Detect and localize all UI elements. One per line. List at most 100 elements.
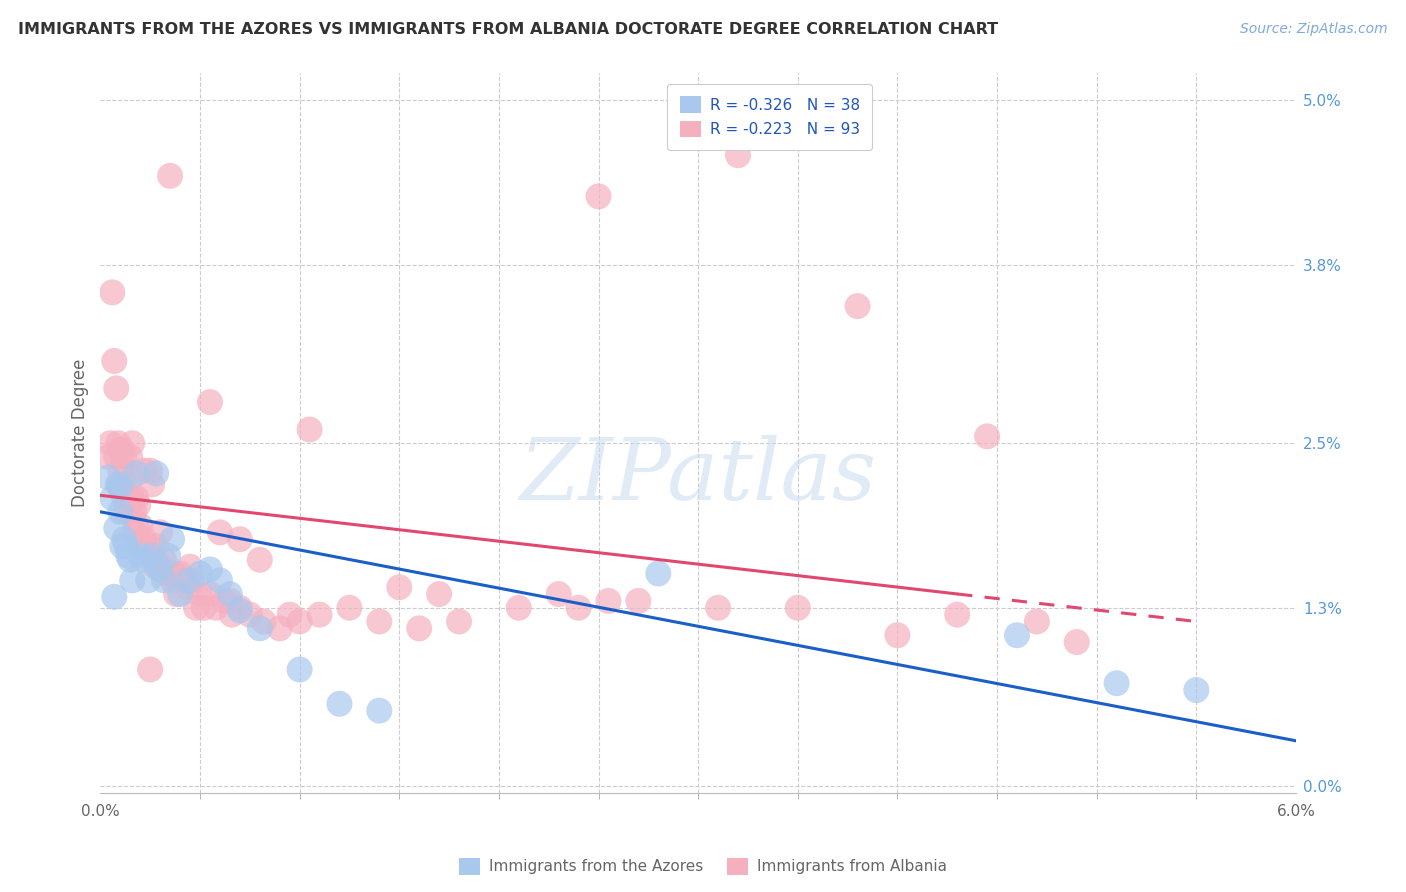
Point: [328, 697, 350, 711]
Point: [111, 539, 134, 553]
Point: [101, 491, 124, 505]
Point: [163, 566, 186, 581]
Point: [976, 429, 998, 443]
Point: [208, 574, 231, 588]
Point: [134, 553, 156, 567]
Point: [165, 587, 187, 601]
Point: [117, 549, 139, 563]
Point: [112, 533, 135, 547]
Point: [121, 491, 143, 505]
Point: [115, 539, 138, 553]
Y-axis label: Doctorate Degree: Doctorate Degree: [72, 359, 89, 508]
Point: [125, 467, 148, 481]
Point: [112, 491, 135, 505]
Point: [886, 628, 908, 642]
Point: [177, 580, 200, 594]
Point: [157, 566, 180, 581]
Point: [129, 549, 152, 563]
Point: [125, 491, 148, 505]
Point: [153, 553, 176, 567]
Point: [122, 505, 145, 519]
Point: [177, 574, 200, 588]
Point: [110, 480, 132, 494]
Point: [127, 498, 149, 512]
Point: [153, 574, 176, 588]
Point: [288, 663, 311, 677]
Point: [141, 549, 163, 563]
Point: [249, 553, 271, 567]
Point: [115, 464, 138, 478]
Point: [846, 299, 869, 313]
Point: [136, 574, 159, 588]
Point: [125, 518, 148, 533]
Point: [184, 600, 207, 615]
Point: [786, 600, 808, 615]
Point: [229, 603, 252, 617]
Point: [145, 467, 167, 481]
Point: [103, 354, 125, 368]
Point: [198, 587, 221, 601]
Point: [122, 525, 145, 540]
Point: [98, 436, 121, 450]
Point: [134, 533, 156, 547]
Point: [107, 436, 129, 450]
Point: [105, 450, 128, 464]
Text: Source: ZipAtlas.com: Source: ZipAtlas.com: [1240, 22, 1388, 37]
Point: [107, 477, 129, 491]
Point: [110, 505, 132, 519]
Point: [408, 621, 430, 635]
Point: [278, 607, 301, 622]
Point: [101, 285, 124, 300]
Point: [115, 505, 138, 519]
Point: [136, 539, 159, 553]
Point: [447, 615, 470, 629]
Point: [179, 559, 201, 574]
Point: [218, 587, 240, 601]
Point: [568, 600, 591, 615]
Point: [288, 615, 311, 629]
Point: [188, 566, 211, 581]
Text: IMMIGRANTS FROM THE AZORES VS IMMIGRANTS FROM ALBANIA DOCTORATE DEGREE CORRELATI: IMMIGRANTS FROM THE AZORES VS IMMIGRANTS…: [18, 22, 998, 37]
Point: [208, 525, 231, 540]
Point: [229, 600, 252, 615]
Point: [339, 600, 361, 615]
Point: [1185, 683, 1208, 698]
Point: [159, 169, 181, 183]
Point: [120, 450, 142, 464]
Point: [308, 607, 330, 622]
Point: [1066, 635, 1088, 649]
Point: [173, 574, 195, 588]
Point: [110, 464, 132, 478]
Point: [218, 594, 240, 608]
Point: [145, 539, 167, 553]
Point: [727, 148, 749, 162]
Point: [149, 562, 172, 576]
Point: [198, 562, 221, 576]
Point: [121, 436, 143, 450]
Point: [111, 443, 134, 458]
Point: [647, 566, 669, 581]
Point: [117, 477, 139, 491]
Point: [188, 587, 211, 601]
Point: [547, 587, 569, 601]
Point: [1105, 676, 1128, 690]
Point: [160, 533, 183, 547]
Point: [134, 464, 156, 478]
Point: [149, 559, 172, 574]
Point: [239, 607, 262, 622]
Point: [145, 559, 167, 574]
Point: [1025, 615, 1047, 629]
Point: [707, 600, 730, 615]
Point: [508, 600, 530, 615]
Point: [212, 594, 235, 608]
Point: [97, 470, 120, 484]
Point: [155, 566, 177, 581]
Point: [249, 621, 271, 635]
Point: [588, 189, 610, 203]
Point: [97, 450, 120, 464]
Point: [198, 395, 221, 409]
Point: [139, 663, 162, 677]
Point: [110, 443, 132, 458]
Point: [111, 477, 134, 491]
Point: [143, 553, 166, 567]
